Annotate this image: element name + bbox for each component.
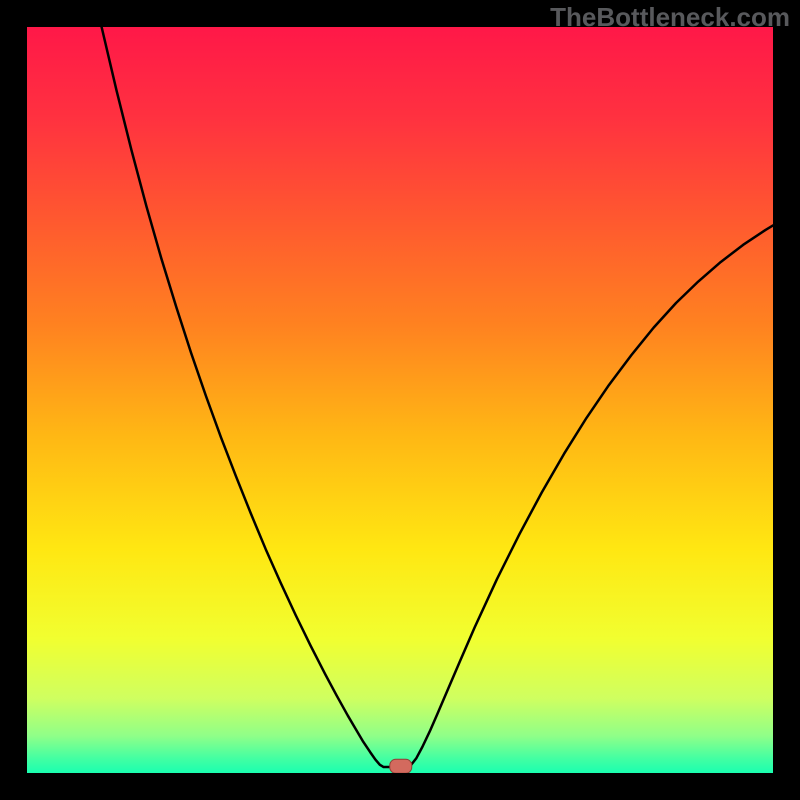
bottleneck-chart [0, 0, 800, 800]
plot-background [27, 27, 773, 773]
optimum-marker [390, 759, 412, 773]
watermark-text: TheBottleneck.com [550, 2, 790, 33]
